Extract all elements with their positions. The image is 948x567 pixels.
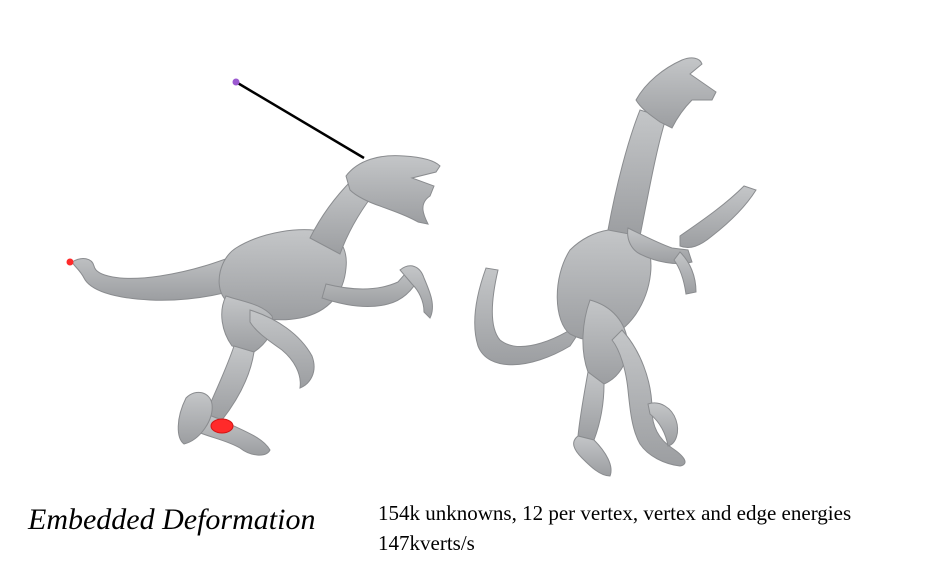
deformation-figure [66,57,757,477]
raptor-right-head [635,57,717,129]
raptor-right-back-claws [647,402,679,447]
raptor-right-neck [607,109,667,237]
handle-point [232,78,240,86]
raptor-left-rear-leg [249,309,315,389]
raptor-left-back-foot [177,391,213,445]
raptor-right-arm [627,227,693,265]
stats-caption: 154k unknowns, 12 per vertex, vertex and… [378,498,851,558]
raptor-left-hand [399,265,433,319]
raptor-right-hand [679,185,757,249]
raptor-right-foot [573,435,612,477]
handle-line [235,80,365,160]
raptor-right-second-leg [611,329,686,467]
stats-line-2: 147kverts/s [378,531,475,555]
raptor-left-head [345,155,441,225]
raptor-left-shin [205,345,255,421]
stats-line-1: 154k unknowns, 12 per vertex, vertex and… [378,501,852,525]
figure-svg [66,57,757,477]
raptor-right-shin [577,371,605,441]
method-caption: Embedded Deformation [28,503,316,536]
raptor-right [474,57,757,477]
raptor-right-thigh [582,299,629,385]
raptor-left-arm [321,265,421,307]
tail-constraint-point [66,258,74,266]
foot-constraint-ring [210,418,234,434]
raptor-right-lower-hand [673,251,697,295]
raptor-left [71,155,441,456]
